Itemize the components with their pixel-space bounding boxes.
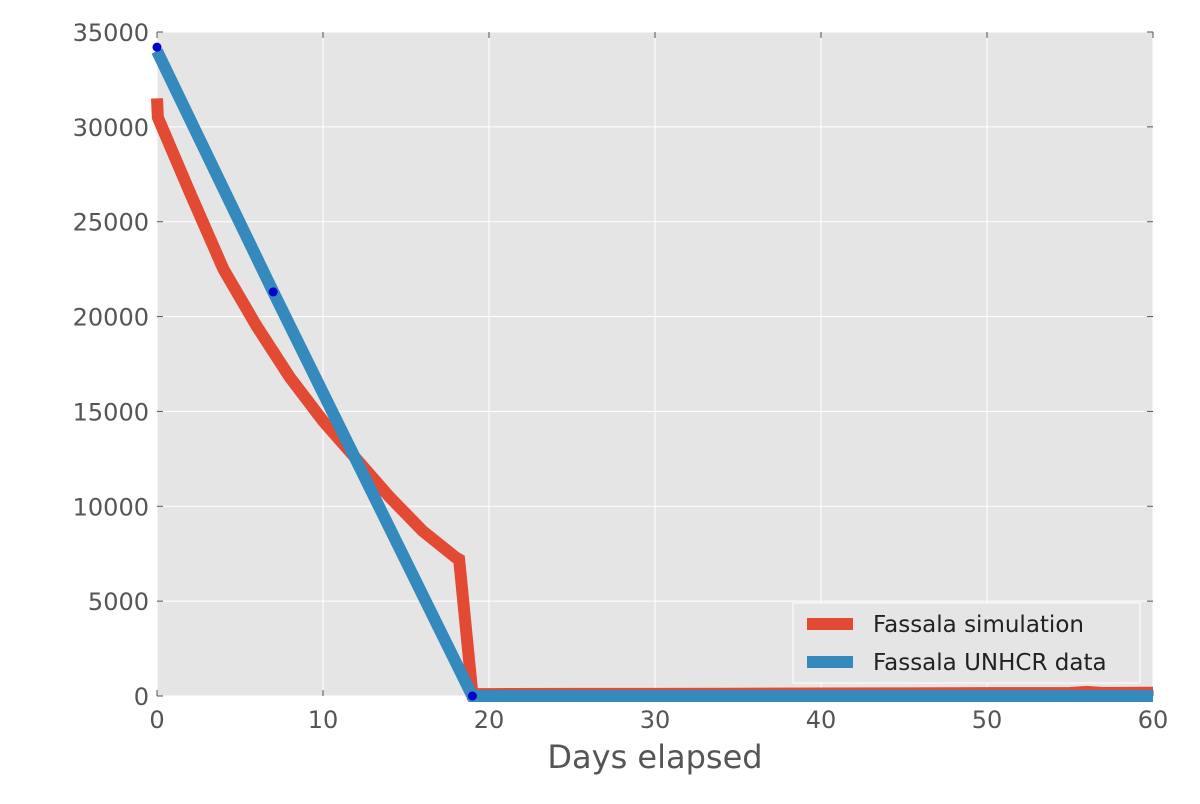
legend-label: Fassala UNHCR data	[873, 650, 1107, 676]
x-tick-label: 30	[640, 706, 671, 734]
x-tick-label: 60	[1138, 706, 1169, 734]
legend: Fassala simulation Fassala UNHCR data	[792, 602, 1141, 684]
y-tick-label: 5000	[88, 588, 149, 616]
x-tick-label: 10	[308, 706, 339, 734]
legend-label: Fassala simulation	[873, 612, 1084, 638]
x-tick-label: 50	[972, 706, 1003, 734]
x-tick-label: 0	[149, 706, 164, 734]
y-tick-label: 10000	[73, 493, 149, 521]
axes: 0 10 20 30 40 50 60 0 5000 10000 15000 20000 25000 30…	[73, 19, 1169, 734]
observation-point	[152, 42, 162, 52]
y-tick-label: 0	[134, 683, 149, 711]
y-tick-label: 15000	[73, 398, 149, 426]
y-tick-label: 30000	[73, 114, 149, 142]
y-tick-label: 20000	[73, 304, 149, 332]
x-axis-label: Days elapsed	[547, 738, 762, 776]
legend-box	[792, 602, 1141, 684]
y-tick-label: 35000	[73, 19, 149, 47]
observation-point	[467, 691, 477, 701]
observation-markers	[152, 42, 477, 701]
x-tick-label: 40	[806, 706, 837, 734]
x-tick-label: 20	[474, 706, 505, 734]
observation-point	[268, 287, 278, 297]
y-tick-label: 25000	[73, 209, 149, 237]
